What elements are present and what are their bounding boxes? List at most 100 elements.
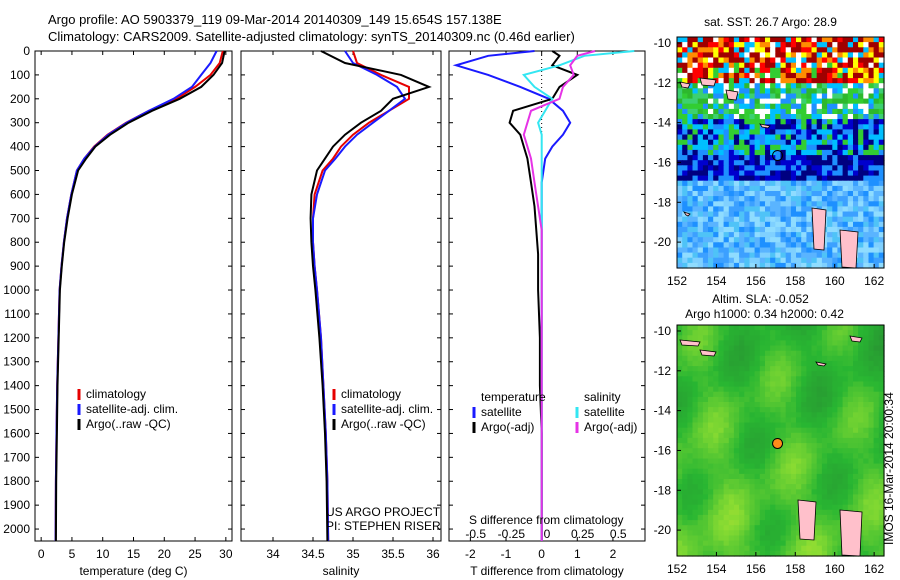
- map-cell: [708, 422, 714, 429]
- map-cell: [780, 535, 787, 542]
- map-cell: [744, 335, 751, 341]
- map-cell: [816, 129, 823, 136]
- map-cell: [765, 42, 771, 48]
- map-cell: [765, 376, 771, 382]
- map-cell: [718, 149, 725, 156]
- map-cell: [770, 88, 776, 94]
- map-cell: [708, 494, 714, 501]
- map-cell: [697, 57, 704, 64]
- map-cell: [775, 185, 782, 192]
- map-cell: [682, 509, 688, 516]
- map-cell: [677, 330, 683, 336]
- map-cell: [858, 360, 864, 367]
- x-axis-label: temperature (deg C): [79, 564, 187, 578]
- map-cell: [697, 422, 704, 429]
- map-cell: [718, 417, 725, 424]
- map-cell: [806, 52, 813, 59]
- map-cell: [801, 545, 807, 552]
- map-cell: [765, 144, 771, 151]
- map-cell: [832, 330, 839, 336]
- map-cell: [842, 407, 849, 413]
- map-cell: [868, 114, 875, 120]
- map-cell: [702, 221, 709, 228]
- map-cell: [847, 47, 854, 53]
- map-cell: [842, 124, 849, 130]
- map-cell: [677, 350, 683, 357]
- map-cell: [713, 432, 719, 439]
- map-cell: [832, 42, 839, 48]
- map-cell: [806, 545, 813, 552]
- map-cell: [687, 47, 694, 53]
- map-cell: [765, 221, 771, 228]
- map-cell: [713, 119, 719, 125]
- map-cell: [847, 72, 854, 79]
- map-cell: [811, 52, 818, 59]
- map-cell: [806, 226, 813, 233]
- map-cell: [780, 226, 787, 233]
- map-cell: [728, 72, 735, 79]
- map-cell: [687, 191, 694, 197]
- map-cell: [739, 535, 745, 542]
- map-cell: [821, 407, 828, 413]
- map-cell: [728, 504, 735, 511]
- map-cell: [837, 437, 844, 444]
- map-cell: [713, 530, 719, 536]
- map-cell: [708, 509, 714, 516]
- map-cell: [749, 479, 756, 485]
- map-cell: [754, 175, 761, 182]
- map-cell: [863, 165, 870, 171]
- map-cell: [708, 550, 714, 557]
- map-cell: [821, 463, 828, 470]
- map-cell: [677, 129, 683, 136]
- map-cell: [697, 165, 704, 171]
- map-cell: [832, 509, 839, 516]
- map-cell: [702, 108, 709, 115]
- map-cell: [868, 124, 875, 130]
- map-cell: [796, 453, 802, 459]
- map-cell: [754, 514, 761, 521]
- map-cell: [801, 129, 807, 136]
- map-cell: [744, 484, 751, 490]
- map-cell: [827, 78, 833, 84]
- map-cell: [713, 62, 719, 69]
- map-cell: [790, 247, 797, 254]
- map-cell: [796, 417, 802, 424]
- map-cell: [733, 463, 740, 470]
- map-cell: [873, 509, 880, 516]
- map-cell: [677, 340, 683, 347]
- map-cell: [790, 509, 797, 516]
- map-cell: [733, 371, 740, 377]
- map-cell: [692, 170, 699, 177]
- map-cell: [863, 484, 870, 490]
- map-cell: [687, 67, 694, 74]
- map-cell: [827, 494, 833, 501]
- map-cell: [832, 381, 839, 388]
- map-cell: [868, 67, 875, 74]
- map-cell: [759, 468, 766, 475]
- map-cell: [718, 119, 725, 125]
- map-cell: [790, 355, 797, 362]
- map-cell: [821, 366, 828, 372]
- map-cell: [878, 330, 885, 336]
- map-cell: [754, 124, 761, 130]
- map-cell: [687, 381, 694, 388]
- map-cell: [796, 247, 802, 254]
- map-cell: [878, 201, 885, 207]
- map-cell: [744, 42, 751, 48]
- map-cell: [692, 216, 699, 223]
- map-cell: [692, 134, 699, 141]
- map-cell: [827, 62, 833, 69]
- map-cell: [692, 535, 699, 542]
- map-cell: [827, 371, 833, 377]
- map-cell: [713, 252, 719, 259]
- map-cell: [754, 443, 761, 449]
- map-cell: [687, 144, 694, 151]
- map-cell: [806, 93, 813, 100]
- map-cell: [863, 345, 870, 352]
- map-cell: [868, 458, 875, 465]
- map-cell: [723, 232, 730, 238]
- map-cell: [878, 196, 885, 202]
- map-cell: [827, 221, 833, 228]
- map-cell: [827, 149, 833, 156]
- map-cell: [739, 402, 745, 408]
